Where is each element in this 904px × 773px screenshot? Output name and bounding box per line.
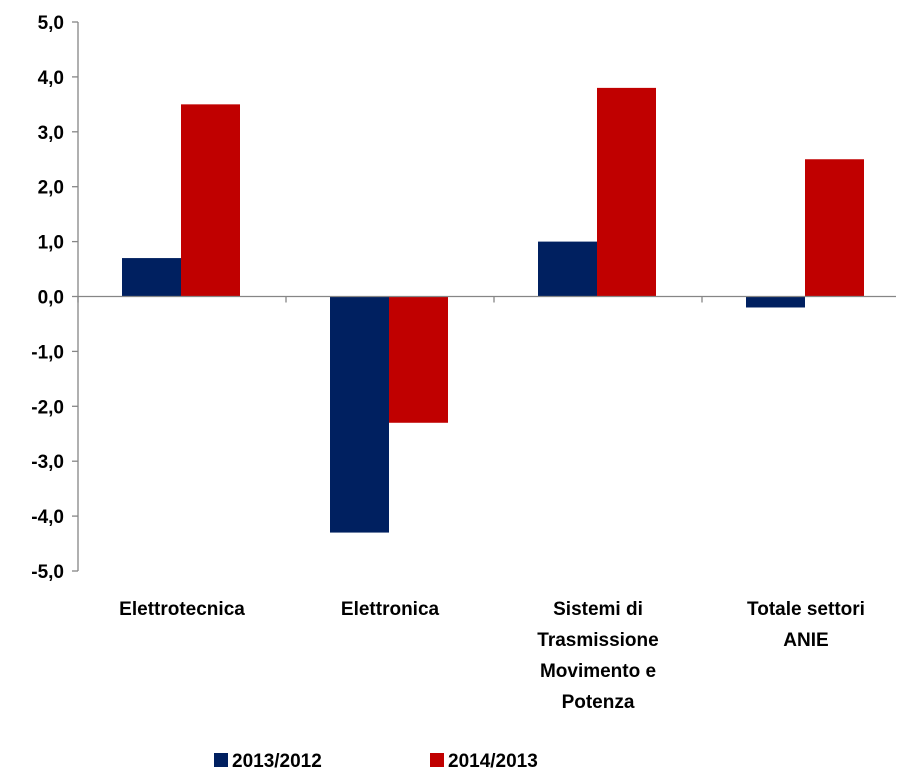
legend-swatch [214, 753, 228, 767]
x-axis: Elettrotecnica Elettronica Sistemi di Trasm… [77, 295, 896, 713]
bar-2013-2012-1 [330, 296, 389, 533]
x-category-label: Totale settori ANIE [747, 599, 865, 651]
legend-label: 2013/2012 [232, 751, 322, 772]
x-category-label: Elettrotecnica [119, 599, 245, 620]
y-tick-label: 2,0 [38, 178, 64, 199]
y-tick-label: 1,0 [38, 233, 64, 254]
y-tick-label: 0,0 [38, 288, 64, 309]
bar-2014-2013-0 [181, 104, 240, 297]
legend-label: 2014/2013 [448, 751, 538, 772]
y-tick-label: -5,0 [31, 562, 64, 583]
bar-2014-2013-2 [597, 87, 656, 297]
y-axis: 5,0 4,0 3,0 2,0 1,0 0,0 -1,0 -2,0 -3,0 -4,0 -5,0 [31, 13, 79, 583]
bars [122, 87, 864, 533]
bar-2014-2013-1 [389, 296, 448, 423]
y-tick-label: 5,0 [38, 13, 64, 34]
x-category-label: Elettronica [341, 599, 440, 620]
x-category-label: Sistemi di Trasmissione Movimento e Potenza [537, 599, 658, 713]
y-tick-label: -3,0 [31, 452, 64, 473]
y-tick-label: -1,0 [31, 342, 64, 363]
y-tick-label: -2,0 [31, 397, 64, 418]
legend-swatch [430, 753, 444, 767]
bar-2013-2012-0 [122, 258, 181, 297]
bar-2013-2012-3 [746, 296, 805, 308]
bar-2014-2013-3 [805, 159, 864, 297]
y-tick-label: 3,0 [38, 123, 64, 144]
bar-2013-2012-2 [538, 241, 597, 297]
y-tick-label: 4,0 [38, 68, 64, 89]
legend: 2013/2012 2014/2013 [214, 751, 538, 772]
y-tick-label: -4,0 [31, 507, 64, 528]
